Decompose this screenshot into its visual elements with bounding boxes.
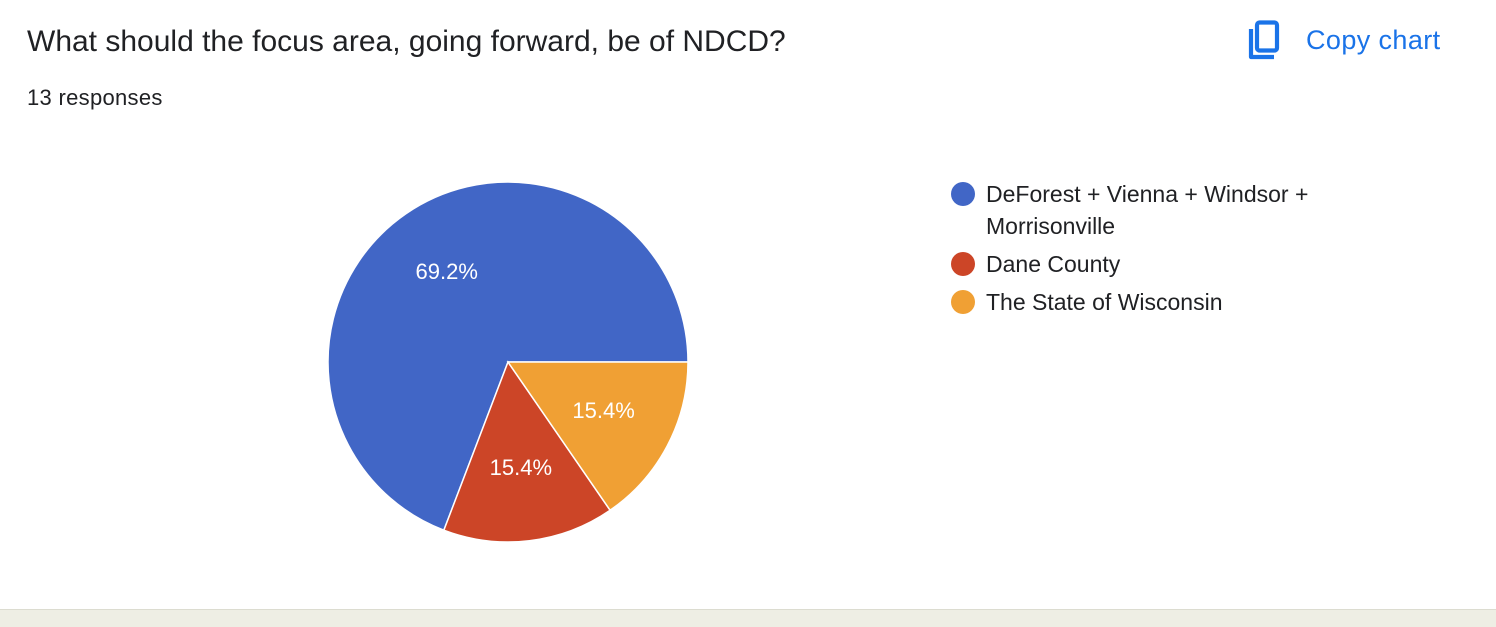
legend-item: Dane County [951,248,1371,280]
question-title: What should the focus area, going forwar… [27,25,786,58]
legend-item: DeForest + Vienna + Windsor + Morrisonvi… [951,178,1371,242]
response-count: 13 responses [27,85,163,110]
copy-chart-label: Copy chart [1306,24,1441,55]
legend-label: The State of Wisconsin [986,289,1223,315]
legend-swatch [951,182,975,206]
pie-slice-label-1: 15.4% [490,455,552,480]
legend-label: Dane County [986,251,1121,277]
copy-icon [1246,19,1282,61]
chart-legend: DeForest + Vienna + Windsor + Morrisonvi… [951,178,1371,324]
pie-slice-2 [506,361,689,512]
legend-label: DeForest + Vienna + Windsor + Morrisonvi… [986,181,1309,239]
pie-chart: 69.2% 15.4% 15.4% [327,181,689,543]
copy-chart-button[interactable]: Copy chart [1246,16,1466,64]
pie-slice-label-0: 69.2% [416,259,478,284]
pie-slice-label-2: 15.4% [572,398,634,423]
legend-item: The State of Wisconsin [951,286,1371,318]
pie-slice-0 [327,181,689,532]
legend-swatch [951,290,975,314]
pie-slice-1 [442,360,612,543]
legend-swatch [951,252,975,276]
footer-strip [0,609,1496,627]
chart-card: What should the focus area, going forwar… [27,16,1466,543]
